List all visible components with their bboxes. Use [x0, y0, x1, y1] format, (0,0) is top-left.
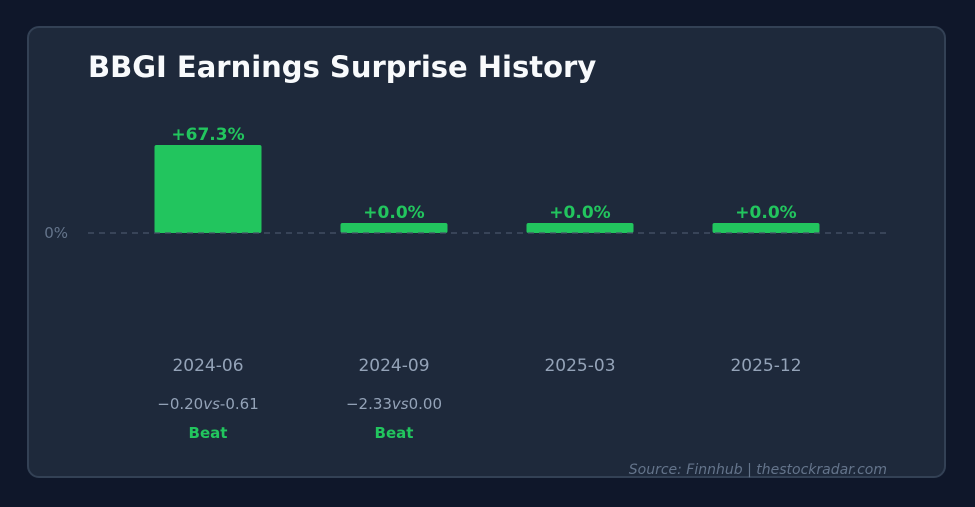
chart-card	[27, 26, 946, 478]
source-note: Source: Finnhub | thestockradar.com	[628, 462, 887, 478]
bar	[526, 223, 634, 233]
value-label: +0.0%	[735, 203, 796, 223]
zero-axis-label: 0%	[44, 224, 68, 242]
category-label: 2025-12	[730, 356, 801, 376]
eps-label: −2.33vs0.00	[346, 395, 442, 413]
eps-label: −0.20vs-0.61	[157, 395, 258, 413]
result-label: Beat	[189, 424, 228, 442]
category-label: 2025-03	[544, 356, 615, 376]
bar	[712, 223, 820, 233]
bar	[340, 223, 448, 233]
value-label: +0.0%	[363, 203, 424, 223]
category-label: 2024-06	[172, 356, 243, 376]
value-label: +0.0%	[549, 203, 610, 223]
result-label: Beat	[375, 424, 414, 442]
chart-title: BBGI Earnings Surprise History	[88, 50, 597, 84]
value-label: +67.3%	[171, 125, 244, 145]
category-label: 2024-09	[358, 356, 429, 376]
bar	[154, 145, 262, 233]
